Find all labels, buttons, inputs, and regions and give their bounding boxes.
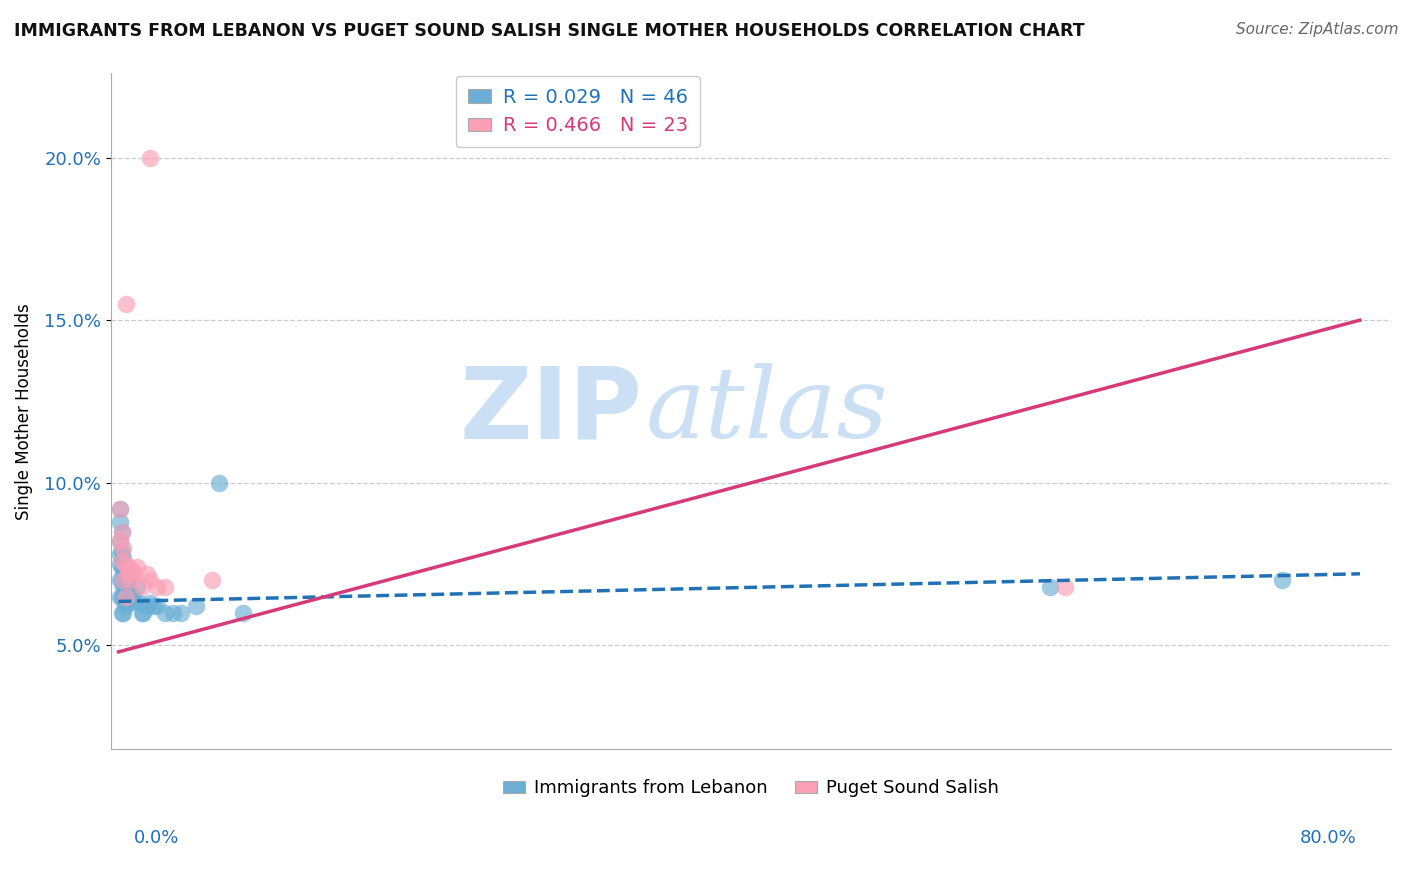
- Point: [115, 583, 138, 598]
- Point: [108, 534, 131, 549]
- Point: [114, 557, 136, 571]
- Text: IMMIGRANTS FROM LEBANON VS PUGET SOUND SALISH SINGLE MOTHER HOUSEHOLDS CORRELATI: IMMIGRANTS FROM LEBANON VS PUGET SOUND S…: [14, 22, 1084, 40]
- Point: [112, 606, 135, 620]
- Point: [122, 566, 145, 581]
- Point: [115, 297, 138, 311]
- Point: [118, 596, 141, 610]
- Point: [169, 606, 191, 620]
- Point: [112, 574, 135, 588]
- Point: [108, 547, 131, 561]
- Point: [186, 599, 208, 614]
- Point: [117, 592, 139, 607]
- Point: [112, 541, 135, 555]
- Point: [111, 544, 134, 558]
- Point: [112, 590, 135, 604]
- Point: [127, 580, 149, 594]
- Point: [112, 580, 135, 594]
- Point: [108, 590, 131, 604]
- Point: [208, 475, 231, 490]
- Point: [232, 606, 254, 620]
- Point: [111, 554, 134, 568]
- Point: [108, 557, 131, 571]
- Point: [135, 599, 157, 614]
- Point: [115, 596, 138, 610]
- Point: [146, 580, 169, 594]
- Point: [138, 151, 160, 165]
- Point: [114, 599, 136, 614]
- Text: Source: ZipAtlas.com: Source: ZipAtlas.com: [1236, 22, 1399, 37]
- Point: [135, 566, 157, 581]
- Point: [1054, 580, 1077, 594]
- Point: [115, 590, 138, 604]
- Point: [112, 564, 135, 578]
- Point: [111, 524, 134, 539]
- Point: [153, 580, 176, 594]
- Point: [111, 524, 134, 539]
- Point: [111, 560, 134, 574]
- Point: [121, 564, 143, 578]
- Point: [162, 606, 184, 620]
- Point: [112, 550, 135, 565]
- Text: atlas: atlas: [645, 364, 889, 458]
- Point: [138, 596, 160, 610]
- Point: [138, 574, 160, 588]
- Point: [128, 596, 150, 610]
- Point: [1271, 574, 1294, 588]
- Point: [108, 515, 131, 529]
- Point: [146, 599, 169, 614]
- Point: [122, 592, 145, 607]
- Point: [1039, 580, 1062, 594]
- Point: [108, 501, 131, 516]
- Point: [118, 583, 141, 598]
- Point: [111, 606, 134, 620]
- Point: [117, 576, 139, 591]
- Legend: Immigrants from Lebanon, Puget Sound Salish: Immigrants from Lebanon, Puget Sound Sal…: [496, 772, 1005, 805]
- Point: [118, 560, 141, 574]
- Point: [111, 574, 134, 588]
- Text: 0.0%: 0.0%: [134, 829, 179, 847]
- Point: [120, 590, 142, 604]
- Point: [121, 590, 143, 604]
- Y-axis label: Single Mother Households: Single Mother Households: [15, 302, 32, 519]
- Text: ZIP: ZIP: [460, 363, 643, 459]
- Point: [153, 606, 176, 620]
- Point: [201, 574, 224, 588]
- Point: [108, 534, 131, 549]
- Point: [117, 566, 139, 581]
- Point: [120, 574, 142, 588]
- Point: [131, 580, 153, 594]
- Point: [108, 574, 131, 588]
- Point: [108, 501, 131, 516]
- Point: [114, 580, 136, 594]
- Point: [114, 566, 136, 581]
- Text: 80.0%: 80.0%: [1301, 829, 1357, 847]
- Point: [142, 599, 165, 614]
- Point: [131, 606, 153, 620]
- Point: [111, 590, 134, 604]
- Point: [127, 560, 149, 574]
- Point: [132, 606, 155, 620]
